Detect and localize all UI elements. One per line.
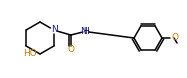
Text: O: O [172,33,179,43]
Text: H: H [83,27,89,35]
Text: N: N [80,27,87,35]
Text: O: O [67,45,74,55]
Text: N: N [51,26,58,34]
Text: HO: HO [23,50,37,58]
